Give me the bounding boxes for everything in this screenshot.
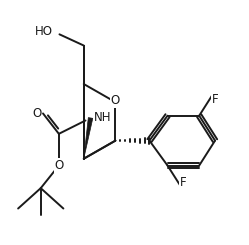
Text: F: F: [180, 176, 187, 189]
Text: O: O: [32, 107, 41, 120]
Text: HO: HO: [35, 25, 53, 38]
Text: NH: NH: [94, 111, 112, 124]
Text: O: O: [54, 159, 63, 172]
Text: O: O: [111, 95, 120, 108]
Polygon shape: [84, 118, 93, 159]
Text: F: F: [212, 93, 218, 106]
